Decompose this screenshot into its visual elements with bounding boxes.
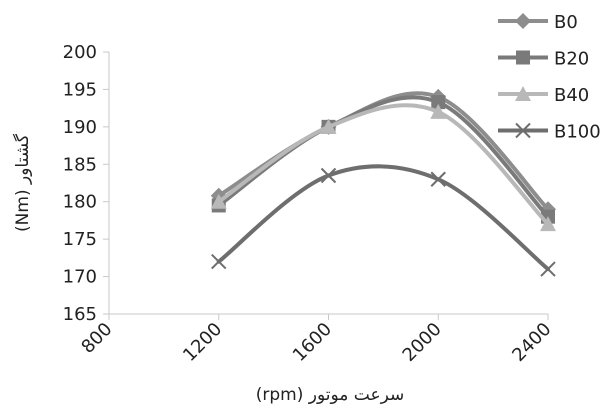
y-tick-label: 170 bbox=[63, 267, 97, 288]
x-tick-label: 2000 bbox=[399, 319, 446, 366]
y-tick-label: 175 bbox=[63, 229, 97, 250]
legend-marker-b100 bbox=[515, 122, 531, 139]
y-tick-label: 195 bbox=[63, 79, 97, 100]
y-tick-label: 180 bbox=[63, 192, 97, 213]
data-point-b40 bbox=[320, 118, 337, 134]
series-line-b20 bbox=[216, 95, 550, 219]
data-point-b100 bbox=[320, 167, 337, 184]
legend-marker-b40 bbox=[515, 86, 531, 101]
data-point-b40 bbox=[430, 103, 447, 119]
data-point-b100 bbox=[430, 171, 446, 187]
axes bbox=[108, 52, 548, 315]
legend-label-b0: B0 bbox=[554, 12, 578, 33]
data-point-b40 bbox=[210, 193, 227, 209]
x-tick-label: 1600 bbox=[289, 319, 336, 366]
x-tick-label: 2400 bbox=[508, 319, 555, 366]
legend-marker-b20 bbox=[516, 50, 530, 65]
data-point-b100 bbox=[540, 261, 556, 277]
data-point-b40 bbox=[540, 216, 556, 232]
x-axis-title: سرعت موتور (rpm) bbox=[256, 385, 405, 405]
series-line-b100 bbox=[216, 164, 550, 272]
legend-marker-b0 bbox=[515, 13, 531, 29]
x-ticks: 800 1200 1600 2000 2400 bbox=[77, 314, 556, 366]
legend: B0 B20 B40 B100 bbox=[498, 12, 601, 143]
legend-item-b40: B40 bbox=[498, 85, 589, 106]
legend-label-b40: B40 bbox=[554, 85, 589, 106]
legend-label-b20: B20 bbox=[554, 49, 589, 70]
y-ticks: 165 170 175 180 185 190 195 200 bbox=[63, 42, 109, 325]
series-b100 bbox=[211, 164, 556, 277]
y-axis-title: گشتاور (Nm) bbox=[12, 133, 33, 232]
x-tick-label: 1200 bbox=[179, 319, 226, 366]
data-point-b100 bbox=[211, 253, 227, 270]
series-b20 bbox=[211, 95, 555, 224]
data-point-b20 bbox=[431, 95, 446, 110]
series-layer bbox=[210, 88, 556, 277]
y-tick-label: 200 bbox=[63, 42, 97, 63]
y-tick-label: 185 bbox=[63, 154, 97, 175]
legend-item-b20: B20 bbox=[498, 49, 589, 70]
legend-item-b100: B100 bbox=[498, 122, 601, 143]
legend-label-b100: B100 bbox=[554, 122, 601, 143]
y-tick-label: 190 bbox=[63, 117, 97, 138]
series-line-b40 bbox=[216, 103, 550, 227]
series-b40 bbox=[210, 103, 556, 232]
series-line-b0 bbox=[216, 91, 550, 212]
legend-item-b0: B0 bbox=[498, 12, 578, 33]
y-tick-label: 165 bbox=[63, 304, 97, 325]
